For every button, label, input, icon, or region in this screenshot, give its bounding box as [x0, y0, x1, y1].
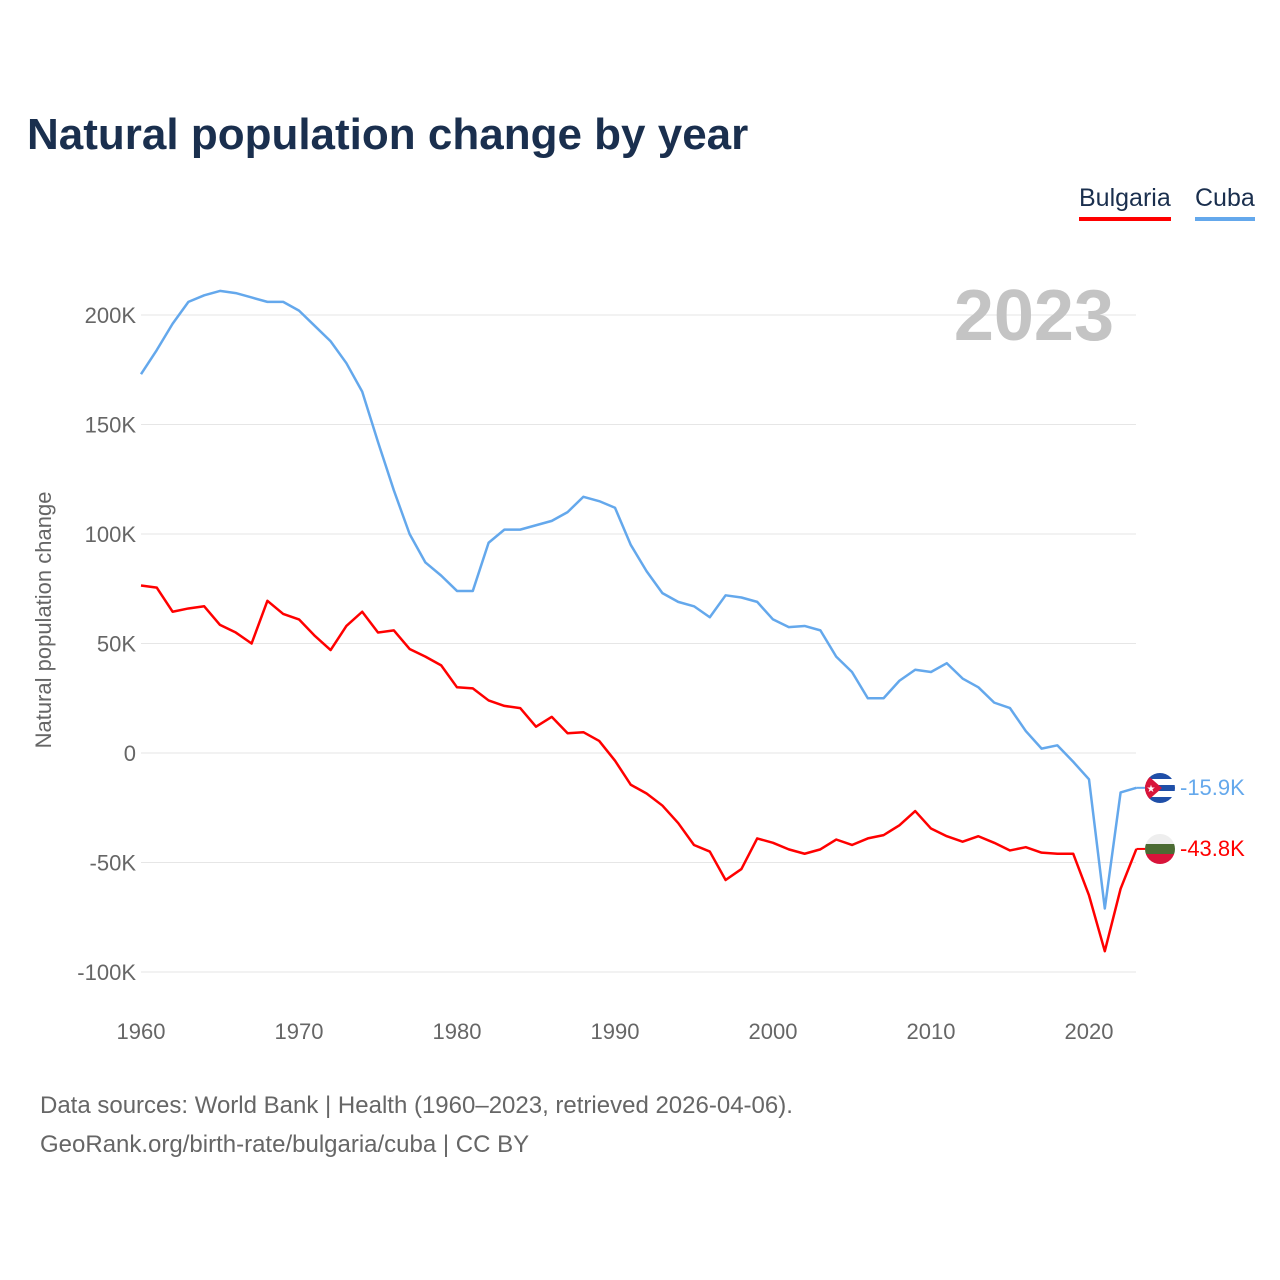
x-tick-label: 2000 — [749, 1019, 798, 1044]
y-tick-label: 100K — [85, 522, 137, 547]
x-tick-label: 1990 — [591, 1019, 640, 1044]
svg-text:★: ★ — [1147, 784, 1156, 795]
chart-area: 200K 150K 100K 50K 0 -50K -100K 1960 1970 1980 199… — [31, 276, 1245, 1044]
bulgaria-end-label: -43.8K — [1180, 836, 1245, 861]
y-tick-label: 0 — [124, 741, 136, 766]
source-line: Data sources: World Bank | Health (1960–… — [40, 1092, 793, 1119]
x-tick-label: 2010 — [907, 1019, 956, 1044]
x-tick-label: 2020 — [1065, 1019, 1114, 1044]
y-axis-label: Natural population change — [31, 492, 56, 749]
y-tick-label: 150K — [85, 413, 137, 438]
source-link[interactable]: GeoRank.org/birth-rate/bulgaria/cuba | C… — [40, 1131, 530, 1158]
y-tick-label: -100K — [77, 960, 136, 985]
y-tick-label: -50K — [90, 851, 137, 876]
y-tick-label: 50K — [97, 632, 136, 657]
bulgaria-series-line — [140, 584, 1138, 953]
cuba-series-line — [139, 289, 1137, 910]
chart-title: Natural population change by year — [27, 110, 749, 159]
legend-item-bulgaria[interactable]: Bulgaria — [1079, 184, 1171, 221]
cuba-end-label: -15.9K — [1180, 775, 1245, 800]
y-tick-label: 200K — [85, 303, 137, 328]
legend-item-cuba[interactable]: Cuba — [1195, 184, 1255, 221]
x-tick-label: 1970 — [275, 1019, 324, 1044]
source-note: Data sources: World Bank | Health (1960–… — [40, 1086, 793, 1164]
x-tick-label: 1960 — [117, 1019, 166, 1044]
x-tick-label: 1980 — [433, 1019, 482, 1044]
cuba-flag-icon: ★ — [1145, 773, 1175, 803]
year-watermark: 2023 — [954, 276, 1114, 356]
bulgaria-flag-icon — [1145, 834, 1175, 864]
